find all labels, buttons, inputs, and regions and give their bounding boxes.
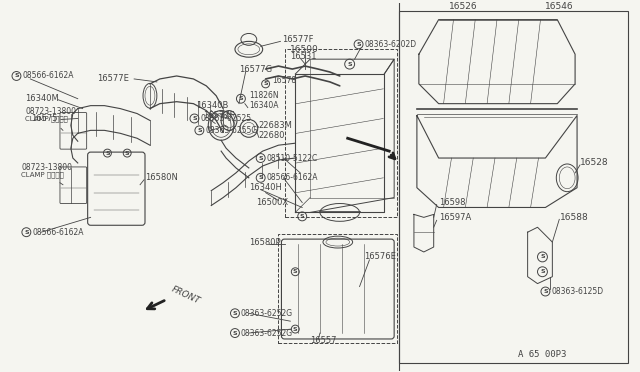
Text: 16531: 16531 [291, 52, 317, 61]
Text: S: S [540, 269, 545, 274]
Text: 16577G: 16577G [239, 65, 272, 74]
Text: 08363-6202D: 08363-6202D [365, 40, 417, 49]
Text: 08363-6252G: 08363-6252G [241, 309, 293, 318]
Text: 16557: 16557 [310, 336, 337, 346]
Text: S: S [259, 155, 263, 161]
Text: FRONT: FRONT [170, 284, 202, 305]
Text: S: S [105, 151, 109, 155]
Text: S: S [197, 128, 202, 133]
Text: S: S [543, 289, 548, 294]
Bar [399, 11, 628, 363]
Text: A 65 00P3: A 65 00P3 [518, 350, 566, 359]
Text: S: S [293, 269, 298, 274]
Text: 08510-5122C: 08510-5122C [267, 154, 318, 163]
Text: 11826N: 11826N [249, 91, 278, 100]
Text: 08723-13800: 08723-13800 [26, 107, 76, 116]
Text: 08566-6162A: 08566-6162A [32, 228, 84, 237]
Text: 16500X: 16500X [256, 198, 288, 207]
Text: 16528: 16528 [580, 158, 609, 167]
Text: 16546: 16546 [545, 2, 574, 11]
Text: 16578: 16578 [273, 76, 297, 86]
Bar [285, 49, 397, 217]
Text: 08566-6162A: 08566-6162A [267, 173, 318, 182]
Text: 16340A: 16340A [249, 101, 278, 110]
Text: 16526: 16526 [449, 2, 477, 11]
Text: 16575: 16575 [31, 114, 58, 123]
Text: 08363-6252G: 08363-6252G [241, 328, 293, 337]
Text: 08723-13800: 08723-13800 [21, 163, 72, 173]
Text: 16340M: 16340M [26, 94, 59, 103]
Text: 08363-6125D: 08363-6125D [551, 287, 604, 296]
Text: 16340H: 16340H [249, 183, 282, 192]
Text: 16577F: 16577F [204, 111, 235, 120]
Text: S: S [293, 327, 298, 331]
Text: 16580N: 16580N [145, 173, 178, 182]
Text: 08363-6255G: 08363-6255G [205, 126, 257, 135]
Text: 22683M: 22683M [259, 121, 292, 130]
Text: S: S [14, 74, 19, 78]
Text: S: S [259, 175, 263, 180]
Text: 16597A: 16597A [438, 213, 471, 222]
Text: 22680: 22680 [259, 131, 285, 140]
Text: 16500: 16500 [291, 45, 319, 54]
Text: 16577F: 16577F [282, 35, 314, 44]
Text: S: S [356, 42, 361, 47]
Text: S: S [239, 96, 243, 101]
Text: 08566-6162A: 08566-6162A [22, 71, 74, 80]
Text: S: S [348, 62, 352, 67]
Text: 16576E: 16576E [365, 253, 396, 262]
Text: S: S [300, 214, 305, 219]
Text: CLAMP クランプ: CLAMP クランプ [26, 115, 68, 122]
Text: S: S [24, 230, 29, 235]
Text: 08363-62525: 08363-62525 [200, 114, 252, 123]
Text: CLAMP クランプ: CLAMP クランプ [21, 171, 64, 178]
Text: 16577E: 16577E [97, 74, 129, 83]
Text: S: S [192, 116, 196, 121]
Text: 16588: 16588 [560, 213, 589, 222]
Text: S: S [540, 254, 545, 259]
Text: 16598: 16598 [438, 198, 465, 207]
Text: S: S [125, 151, 129, 155]
Text: S: S [233, 331, 237, 336]
Text: S: S [263, 81, 268, 86]
Bar [278, 234, 397, 343]
Text: S: S [233, 311, 237, 316]
Text: 16580P: 16580P [249, 238, 280, 247]
Text: 16340B: 16340B [196, 101, 228, 110]
